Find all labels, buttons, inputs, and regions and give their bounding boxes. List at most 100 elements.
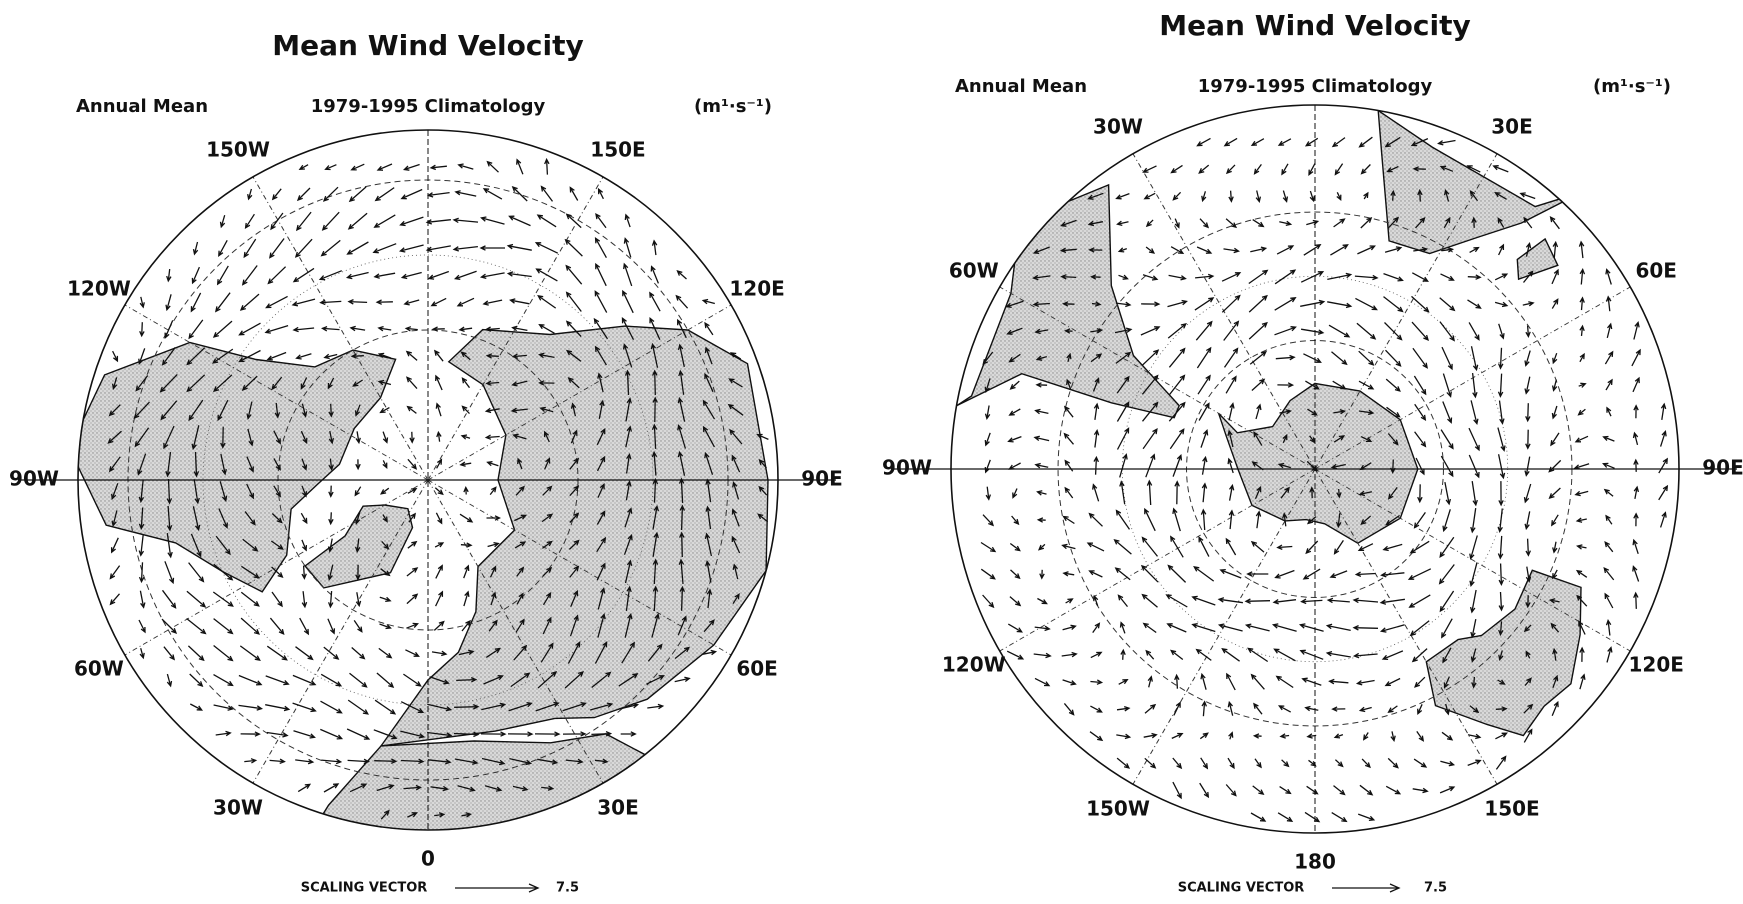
wind-vector [1495,274,1507,280]
wind-vector [985,433,990,445]
wind-vector [1330,679,1349,683]
wind-vector [111,594,120,604]
wind-vector [1360,785,1372,794]
wind-vector [1471,508,1476,532]
wind-vector [349,300,367,304]
wind-vector [1335,760,1342,767]
wind-vector [1090,571,1103,577]
wind-vector [267,733,287,738]
wind-vector [352,164,365,170]
wind-vector [1468,760,1481,765]
wind-vector [192,267,199,283]
wind-vector [653,241,657,255]
wind-vector [1252,380,1264,391]
longitude-label: 180 [1294,850,1336,874]
wind-vector [1386,786,1400,793]
wind-vector [436,404,441,416]
longitude-label: 60E [1635,259,1677,283]
wind-vector [410,432,414,442]
wind-vector [540,325,555,334]
longitude-label: 0 [421,847,435,871]
wind-vector [293,299,315,306]
wind-vector [454,218,478,222]
wind-vector [1306,707,1319,711]
scaling-arrow [455,884,538,892]
wind-vector [1500,401,1505,424]
wind-vector [1115,540,1132,554]
wind-vector [458,298,474,306]
wind-vector [1193,596,1216,605]
wind-vector [513,187,527,201]
wind-vector [221,215,225,227]
wind-vector [460,514,472,522]
wind-vector [383,432,387,443]
wind-vector [383,460,387,467]
wind-vector [1226,377,1236,394]
wind-vector [1063,544,1076,548]
map-clip [60,112,796,900]
longitude-label: 150W [206,137,270,161]
wind-vector [268,353,286,360]
wind-vector [1327,624,1350,630]
wind-vector [1580,298,1584,310]
wind-vector [1253,220,1264,227]
wind-vector [1094,431,1098,448]
wind-vector [1607,408,1611,416]
wind-vector [650,293,660,311]
wind-vector [298,784,310,791]
wind-vector [1333,707,1346,711]
wind-vector [1064,703,1073,714]
wind-vector [350,187,366,201]
wind-vector [293,703,316,711]
wind-vector [1169,275,1186,280]
wind-vector [1355,298,1376,309]
wind-vector [320,729,341,739]
wind-vector [1440,298,1455,311]
wind-vector [1036,409,1049,413]
longitude-label: 90E [1702,456,1743,480]
wind-vector [1303,354,1320,362]
wind-vector [407,352,417,361]
wind-vector [405,650,418,656]
wind-vector [1147,481,1151,505]
wind-vector [1634,433,1638,445]
wind-vector [403,674,420,686]
wind-vector [1382,573,1405,577]
wind-vector [1301,272,1323,282]
wind-vector [240,646,259,660]
wind-vector [462,435,470,439]
wind-vector [1170,429,1183,448]
wind-vector [406,623,417,628]
wind-vector [1273,624,1296,631]
wind-vector [1168,624,1187,632]
wind-vector [1248,649,1267,662]
wind-vector [1090,732,1102,741]
wind-vector [408,407,417,414]
wind-vector [1147,220,1153,226]
wind-vector [1471,590,1477,612]
wind-vector [1250,352,1266,364]
wind-vector [1201,674,1206,689]
wind-vector [1094,457,1098,474]
wind-vector [1065,407,1073,417]
wind-vector [1229,511,1233,529]
wind-vector [1252,139,1264,146]
wind-vector [432,298,446,305]
wind-vector [482,217,505,224]
wind-vector [1440,537,1454,557]
longitude-label: 150E [1484,797,1539,821]
wind-vector [294,268,314,281]
wind-vector [1523,302,1533,306]
wind-vector [381,488,389,494]
wind-vector [1300,300,1324,306]
wind-vector [1330,245,1347,255]
wind-vector [705,323,713,335]
wind-vector [1116,734,1129,738]
wind-vector [1525,377,1530,394]
wind-vector [983,515,993,526]
wind-vector [408,542,416,548]
wind-vector [1229,404,1234,421]
wind-vector [1013,489,1017,498]
wind-vector [1385,323,1402,340]
wind-vector [320,271,342,280]
